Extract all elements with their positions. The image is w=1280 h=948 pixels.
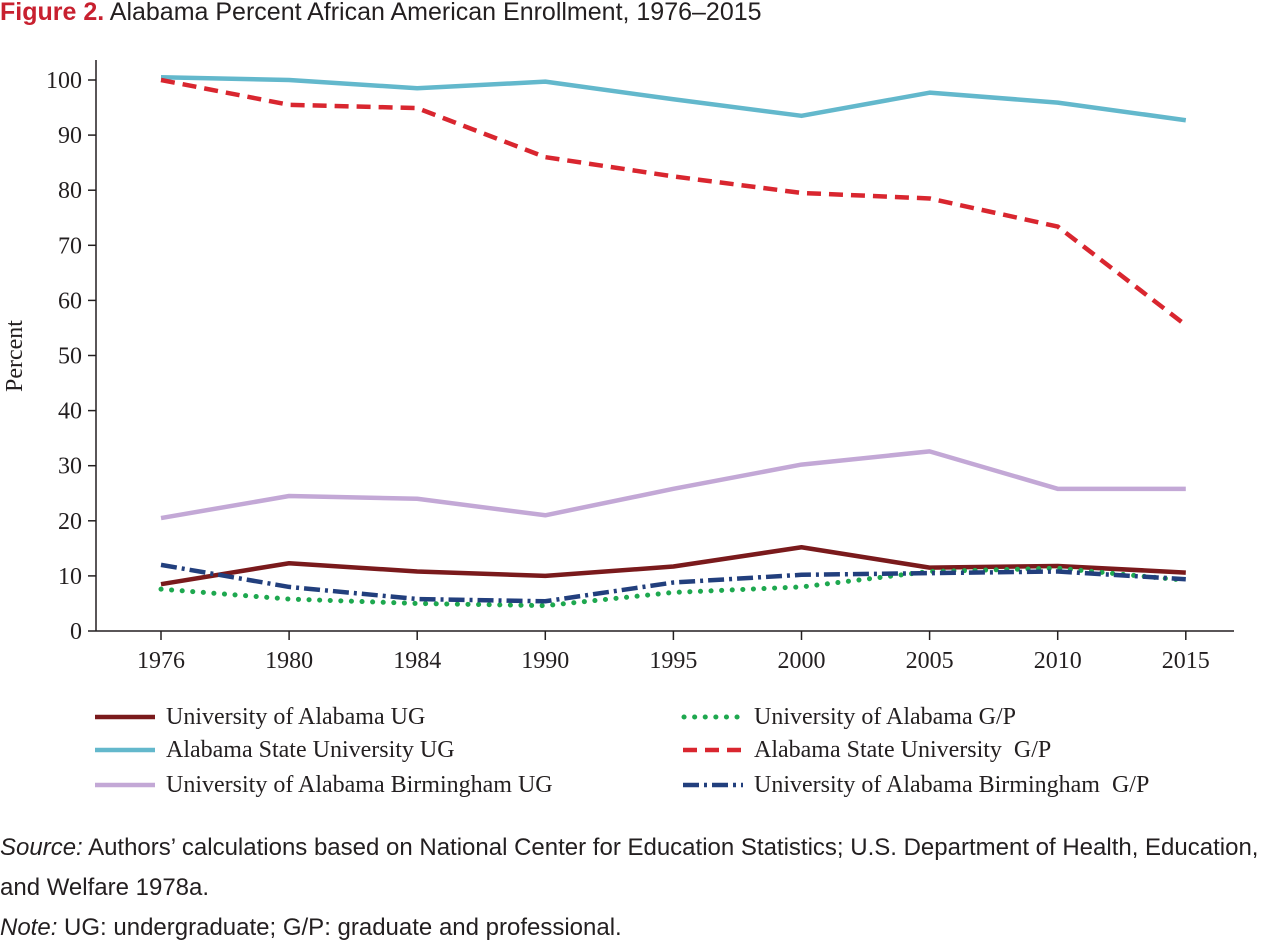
series-line-5: [160, 562, 1186, 604]
x-tick-label: 2000: [778, 648, 826, 674]
source-text: Authors’ calculations based on National …: [0, 834, 1259, 901]
series-lines: [158, 74, 1189, 609]
x-tick-label: 2005: [906, 648, 954, 674]
x-tick-label: 1976: [137, 648, 185, 674]
y-tick-label: 100: [46, 68, 82, 94]
series-line-2: [160, 74, 1187, 123]
legend-item-uab-gp: University of Alabama Birmingham G/P: [680, 768, 1149, 802]
figure-label: Figure 2.: [0, 0, 105, 26]
note-label: Note:: [0, 914, 58, 941]
y-tick-label: 40: [58, 399, 82, 425]
note-text: UG: undergraduate; G/P: graduate and pro…: [57, 914, 622, 941]
y-tick-label: 0: [70, 619, 82, 645]
x-tick-label: 1995: [649, 648, 697, 674]
legend-swatch-ua-ug: [95, 714, 155, 720]
y-tick-label: 60: [58, 288, 82, 314]
chart-title: Figure 2. Alabama Percent African Americ…: [0, 0, 762, 27]
y-tick-label: 20: [58, 509, 82, 535]
y-tick-label: 80: [58, 178, 82, 204]
legend-label: University of Alabama Birmingham UG: [166, 771, 553, 798]
legend-label: Alabama State University G/P: [754, 736, 1052, 763]
series-line-1: [158, 565, 1189, 609]
legend-swatch-asu-gp: [683, 747, 743, 753]
y-tick-label: 10: [58, 564, 82, 590]
series-line-3: [160, 77, 1188, 327]
note: Note: UG: undergraduate; G/P: graduate a…: [0, 908, 1280, 948]
y-tick-label: 50: [58, 344, 82, 370]
legend-item-asu-gp: Alabama State University G/P: [680, 733, 1051, 767]
legend-item-uab-ug: University of Alabama Birmingham UG: [92, 768, 553, 802]
y-tick-label: 70: [58, 233, 82, 259]
legend-label: University of Alabama Birmingham G/P: [754, 771, 1150, 798]
x-tick-label: 1980: [265, 648, 313, 674]
y-tick-label: 30: [58, 454, 82, 480]
legend-label: Alabama State University UG: [166, 736, 455, 763]
x-tick-label: 1984: [393, 648, 441, 674]
legend-label: University of Alabama G/P: [754, 703, 1016, 730]
legend-swatch-uab-ug: [95, 782, 155, 788]
series-line-4: [160, 449, 1186, 521]
chart-axes: [95, 60, 1234, 632]
figure-notes: Source: Authors’ calculations based on N…: [0, 828, 1280, 948]
series-line-0: [160, 544, 1186, 587]
y-tick-label: 90: [58, 123, 82, 149]
figure-title-text: Alabama Percent African American Enrollm…: [109, 0, 762, 26]
y-ticks: 0 10 20 30 40 50 60 70 80 90 100: [46, 68, 96, 645]
source-note: Source: Authors’ calculations based on N…: [0, 828, 1280, 908]
legend-swatch-asu-ug: [95, 747, 155, 753]
legend-label: University of Alabama UG: [166, 703, 426, 730]
legend-item-ua-ug: University of Alabama UG: [92, 700, 425, 734]
x-tick-label: 2015: [1162, 648, 1210, 674]
x-tick-label: 1990: [521, 648, 569, 674]
legend-swatch-uab-gp: [683, 782, 743, 788]
legend: University of Alabama UG Alabama State U…: [88, 700, 1268, 810]
source-label: Source:: [0, 834, 83, 861]
legend-item-ua-gp: University of Alabama G/P: [680, 700, 1016, 734]
legend-item-asu-ug: Alabama State University UG: [92, 733, 455, 767]
y-axis-label: Percent: [2, 320, 28, 392]
x-tick-label: 2010: [1034, 648, 1082, 674]
legend-swatch-ua-gp: [681, 714, 745, 720]
x-ticks: 1976 1980 1984 1990 1995 2000 2005 2010 2015: [137, 631, 1210, 674]
